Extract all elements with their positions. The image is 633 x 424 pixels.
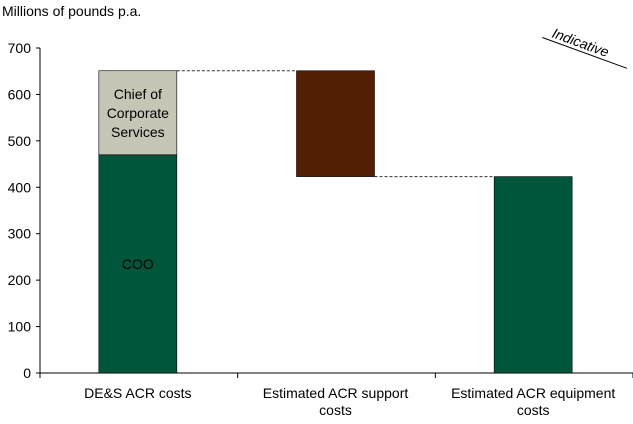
x-tick-label: Estimated ACR support [263,385,409,401]
y-axis-title: Millions of pounds p.a. [2,3,141,19]
y-tick-label: 100 [8,319,32,335]
bar-label: Chief of [114,86,162,102]
y-tick-label: 600 [8,86,32,102]
x-tick-label: Estimated ACR equipment [451,385,615,401]
y-tick-label: 300 [8,226,32,242]
bar-label: Services [111,124,165,140]
y-tick-label: 0 [23,365,31,381]
y-tick-label: 200 [8,272,32,288]
y-tick-label: 700 [8,40,32,56]
x-tick-label: costs [319,402,352,418]
bar-estimated-acr-equipment-costs [493,176,573,374]
x-tick-label: DE&S ACR costs [84,385,191,401]
bar-label: COO [122,256,154,272]
y-tick-label: 400 [8,179,32,195]
x-tick-label: costs [517,402,550,418]
bar-estimated-acr-support-costs [296,70,375,177]
y-tick-label: 500 [8,133,32,149]
bar-chief-of-corporate-services [98,70,178,156]
bar-label: Corporate [107,105,169,121]
bar-coo [98,154,178,374]
